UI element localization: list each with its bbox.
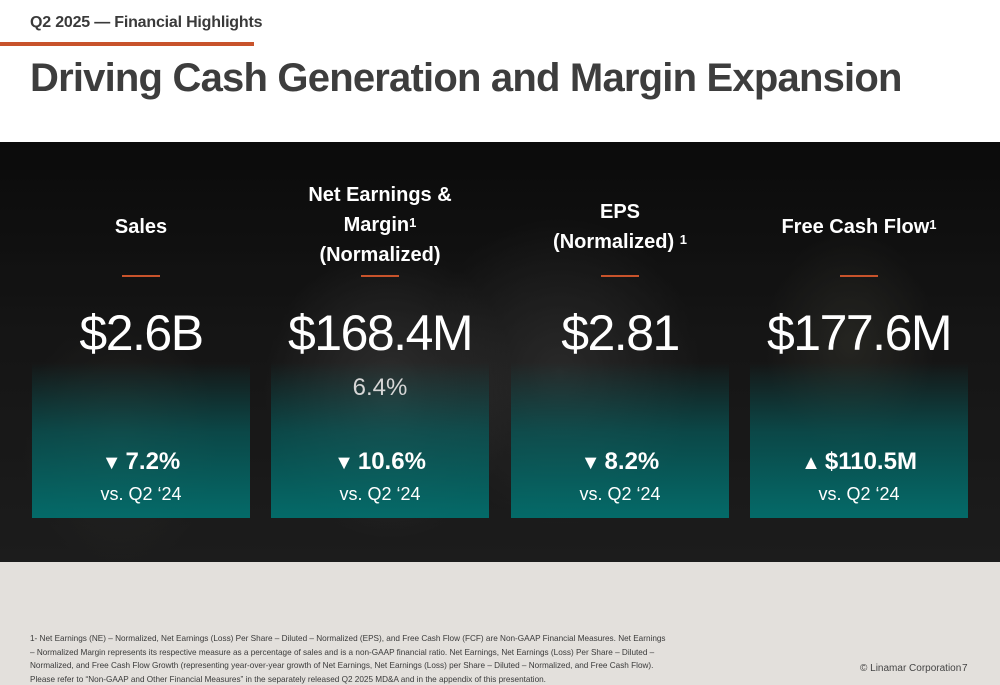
metric-panel <box>750 362 968 518</box>
footnote-text: 1- Net Earnings (NE) – Normalized, Net E… <box>30 634 666 684</box>
up-arrow-icon: ▲ <box>801 452 821 474</box>
down-arrow-icon: ▼ <box>580 452 601 474</box>
change-value: 10.6% <box>357 448 426 475</box>
change-value: 8.2% <box>604 448 660 475</box>
accent-dash <box>601 275 639 277</box>
metric-label-line: (Normalized) <box>553 231 675 253</box>
metric-value: $177.6M <box>766 305 953 361</box>
section-kicker: Q2 2025 — Financial Highlights <box>30 14 263 31</box>
metric-change: ▼ 10.6% <box>271 448 489 476</box>
footnote-marker: 1 <box>409 215 417 230</box>
metric-net-earnings: Net Earnings & Margin1 (Normalized) $168… <box>271 142 489 518</box>
metric-panel <box>271 362 489 518</box>
comparison-label: vs. Q2 ‘24 <box>818 484 900 504</box>
page-number: 7 <box>962 663 968 674</box>
metric-free-cash-flow: Free Cash Flow1 $177.6M ▲ $110.5M vs. Q2 … <box>750 142 968 518</box>
metric-label-line: (Normalized) <box>319 244 441 266</box>
comparison-label: vs. Q2 ‘24 <box>579 484 661 504</box>
metric-margin: 6.4% <box>352 374 408 401</box>
down-arrow-icon: ▼ <box>334 452 354 474</box>
metric-label: Net Earnings & Margin1 (Normalized) <box>271 180 489 270</box>
down-arrow-icon: ▼ <box>101 452 122 474</box>
comparison-label: vs. Q2 ‘24 <box>100 484 182 504</box>
accent-dash <box>122 275 160 277</box>
metric-label-line: Free Cash Flow <box>781 216 930 238</box>
metric-value: $2.6B <box>79 305 204 361</box>
metric-label: EPS (Normalized) 1 <box>511 197 729 257</box>
metric-eps: EPS (Normalized) 1 $2.81 ▼ 8.2% vs. Q2 ‘2… <box>511 142 729 518</box>
metric-change: ▲ $110.5M <box>750 448 968 476</box>
change-value: $110.5M <box>824 448 917 475</box>
slide-title: Driving Cash Generation and Margin Expan… <box>30 56 902 100</box>
metric-label-line: EPS <box>599 201 641 223</box>
comparison-label: vs. Q2 ‘24 <box>339 484 421 504</box>
metric-panel <box>32 362 250 518</box>
accent-dash <box>840 275 878 277</box>
metric-sales: Sales $2.6B ▼ 7.2% vs. Q2 ‘24 <box>32 142 250 518</box>
footnote-marker: 1 <box>679 232 687 247</box>
kicker-rule <box>0 42 254 46</box>
hero-photo-band: Sales $2.6B ▼ 7.2% vs. Q2 ‘24 Net Earning… <box>0 142 1000 562</box>
metric-label: Sales <box>32 212 250 242</box>
metric-value: $2.81 <box>561 305 680 361</box>
metric-change: ▼ 8.2% <box>511 448 729 476</box>
slide-footer: 1- Net Earnings (NE) – Normalized, Net E… <box>0 562 1000 685</box>
accent-dash <box>361 275 399 277</box>
metric-label: Free Cash Flow1 <box>750 212 968 242</box>
metric-change: ▼ 7.2% <box>32 448 250 476</box>
footnote-marker: 1 <box>929 217 937 232</box>
metric-value: $168.4M <box>287 305 474 361</box>
metric-label-line: Margin <box>343 214 410 236</box>
metric-panel <box>511 362 729 518</box>
change-value: 7.2% <box>125 448 181 475</box>
copyright: © Linamar Corporation <box>860 663 962 674</box>
metric-label-line: Net Earnings & <box>308 184 452 206</box>
metric-label-line: Sales <box>114 216 168 238</box>
